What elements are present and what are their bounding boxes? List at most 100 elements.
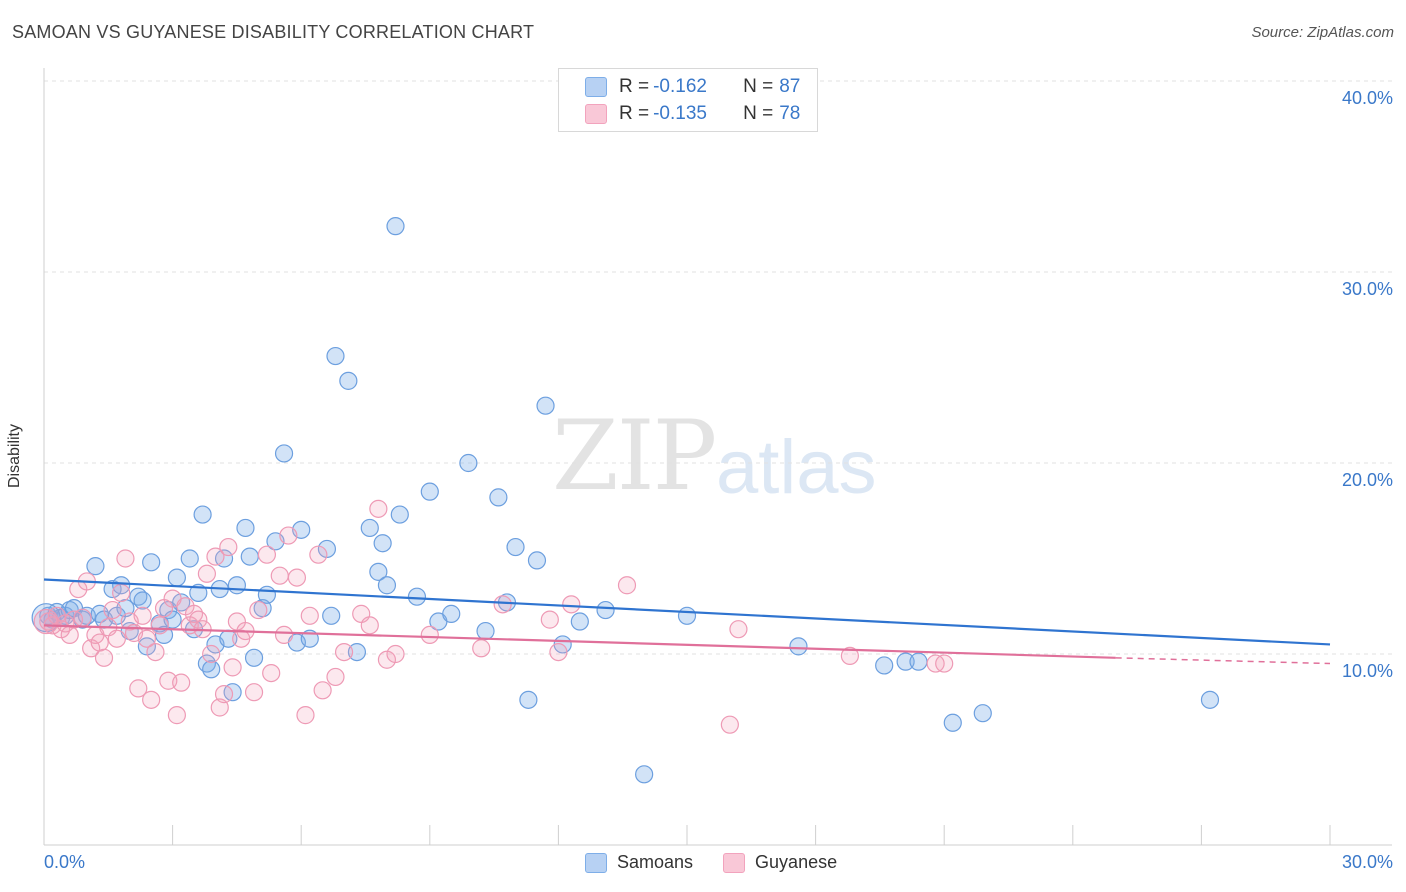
samoans-point: [360, 518, 379, 538]
watermark-atlas: atlas: [716, 425, 877, 510]
guyanese-point: [133, 606, 152, 625]
guyanese-point: [146, 642, 165, 662]
samoans-point: [154, 625, 174, 645]
guyanese-point: [249, 600, 268, 620]
guyanese-point: [137, 629, 156, 648]
guyanese-point: [112, 583, 131, 602]
samoans-point: [167, 568, 186, 587]
guyanese-point: [309, 545, 328, 564]
guyanese-point: [167, 706, 186, 725]
guyanese-point: [279, 526, 298, 545]
samoans-point: [973, 704, 992, 723]
samoans-point: [442, 604, 461, 623]
guyanese-point: [210, 698, 229, 717]
guyanese-point: [472, 639, 491, 658]
samoans-point: [596, 600, 615, 620]
guyanese-swatch: [585, 104, 607, 124]
tick-labels: 10.0% 20.0% 30.0% 40.0% 0.0% 30.0%: [44, 88, 1393, 872]
guyanese-trend-line: [43, 624, 1116, 659]
axes: [43, 68, 1392, 846]
samoans-point: [377, 576, 397, 595]
watermark-zip: ZIP: [552, 400, 717, 512]
samoans-point: [789, 637, 808, 656]
samoans-point: [347, 642, 367, 662]
samoans-point: [536, 396, 555, 415]
x-tick-label: 0.0%: [44, 852, 85, 872]
guyanese-point: [296, 706, 315, 725]
legend-r-label: R =: [619, 103, 650, 124]
samoans-point: [909, 652, 928, 671]
stats-legend: R = -0.162 N = 87 R = -0.135 N = 78: [558, 68, 818, 132]
guyanese-point: [420, 625, 439, 645]
guyanese-point: [840, 646, 859, 666]
samoans-point: [459, 453, 478, 473]
chart-title: SAMOAN VS GUYANESE DISABILITY CORRELATIO…: [12, 22, 535, 42]
guyanese-point: [189, 610, 208, 629]
guyanese-point: [107, 629, 126, 648]
samoans-point: [240, 547, 259, 566]
samoans-point: [142, 553, 161, 572]
samoans-point: [202, 660, 221, 679]
samoans-point: [943, 713, 962, 732]
guyanese-point: [129, 679, 148, 698]
samoans-point: [133, 591, 152, 610]
samoans-points: [31, 217, 1220, 784]
samoans-point: [489, 488, 508, 507]
guyanese-swatch: [723, 852, 746, 873]
guyanese-point: [197, 564, 216, 583]
guyanese-point: [116, 549, 135, 568]
samoans-point: [326, 346, 345, 366]
grid-lines: [44, 80, 1392, 655]
guyanese-point: [206, 547, 225, 566]
samoans-point: [420, 482, 439, 501]
samoans-point: [103, 579, 122, 599]
samoans-trend-line: [43, 578, 1331, 646]
guyanese-point: [223, 658, 242, 677]
guyanese-point: [172, 673, 191, 692]
guyanese-trend-extension: [1115, 657, 1331, 665]
samoans-point: [180, 549, 199, 568]
guyanese-point: [562, 595, 581, 614]
samoans-point: [570, 612, 589, 631]
y-tick-label: 40.0%: [1342, 88, 1393, 108]
series-legend: Samoans Guyanese: [585, 852, 867, 873]
samoans-point: [322, 606, 341, 625]
guyanese-point: [369, 499, 388, 518]
legend-item-guyanese[interactable]: Guyanese: [723, 852, 837, 873]
guyanese-point: [540, 610, 559, 629]
samoans-point: [875, 656, 894, 675]
samoans-point: [635, 765, 654, 784]
guyanese-point: [729, 620, 748, 639]
samoans-point: [274, 444, 294, 463]
legend-r-value: -0.162: [653, 76, 707, 97]
samoans-point: [257, 585, 277, 604]
guyanese-point: [90, 633, 109, 652]
guyanese-point: [142, 690, 161, 709]
samoans-point: [1200, 690, 1220, 709]
guyanese-point: [214, 685, 234, 704]
samoans-point: [369, 562, 388, 581]
guyanese-point: [493, 595, 512, 614]
legend-item-samoans[interactable]: Samoans: [585, 852, 693, 873]
samoans-point: [527, 551, 547, 570]
samoans-point: [193, 505, 212, 524]
samoans-point: [506, 537, 525, 557]
legend-row-guyanese: R = -0.135 N = 78: [585, 102, 800, 126]
samoans-point: [227, 576, 246, 595]
y-axis-label: Disability: [6, 423, 23, 489]
x-tick-label: 30.0%: [1342, 852, 1393, 872]
legend-r-label: R =: [619, 76, 650, 97]
guyanese-point: [326, 667, 345, 687]
guyanese-point: [720, 715, 739, 734]
trend-lines: [43, 578, 1331, 665]
guyanese-point: [617, 576, 637, 595]
guyanese-point: [94, 648, 114, 667]
guyanese-point: [244, 683, 264, 702]
guyanese-point: [274, 625, 294, 645]
y-tick-label: 20.0%: [1342, 470, 1393, 490]
legend-row-samoans: R = -0.162 N = 87: [585, 75, 800, 99]
samoans-point: [86, 557, 105, 576]
source-label: Source: ZipAtlas.com: [1251, 24, 1394, 41]
guyanese-point: [103, 600, 122, 620]
guyanese-point: [202, 644, 221, 664]
